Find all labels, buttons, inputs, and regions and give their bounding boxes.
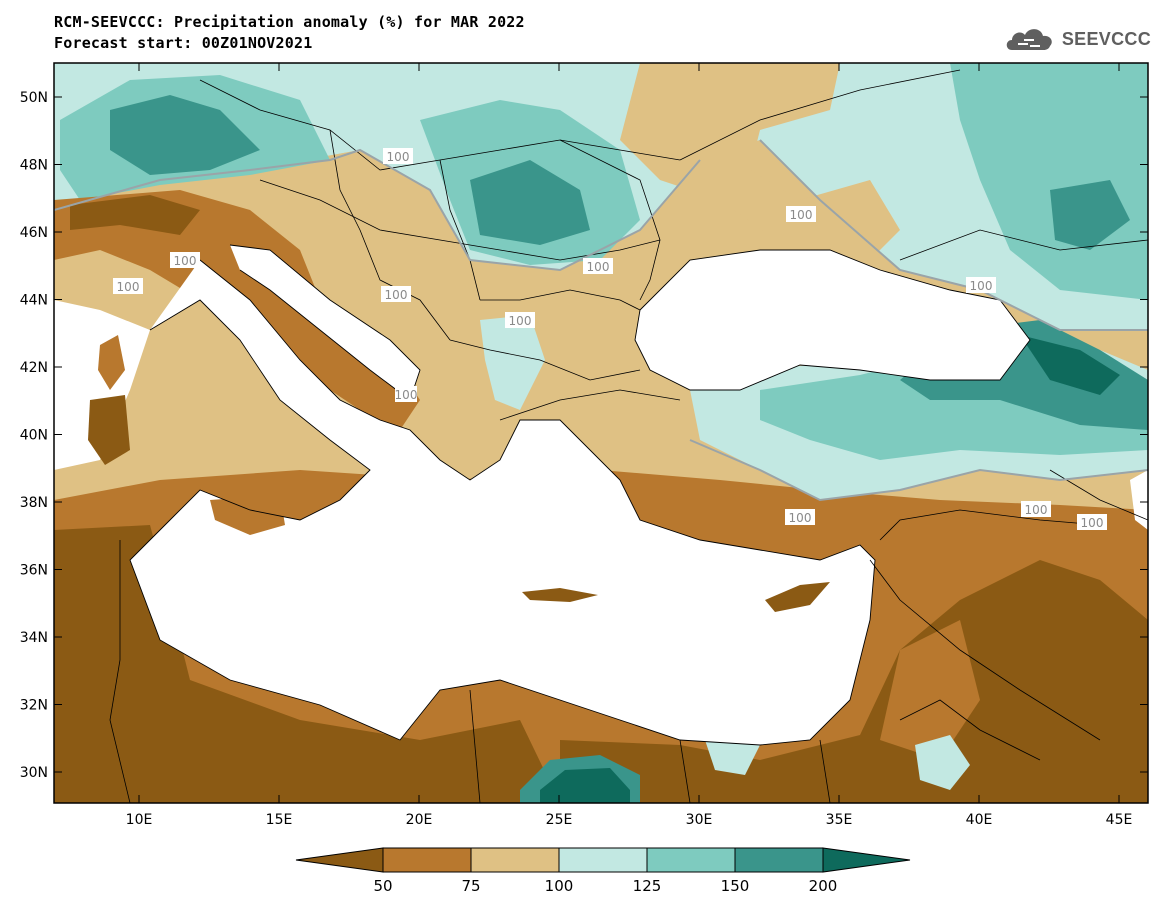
latitude-label: 48N <box>20 158 48 174</box>
latitude-label: 50N <box>20 90 48 106</box>
latitude-label: 36N <box>20 563 48 579</box>
colorbar-label: 125 <box>633 877 662 895</box>
longitude-label: 25E <box>546 812 573 828</box>
crete <box>522 588 598 602</box>
svg-text:100: 100 <box>1081 516 1104 530</box>
map-title: RCM-SEEVCCC: Precipitation anomaly (%) f… <box>54 13 525 31</box>
brand-name: SEEVCCC <box>1061 28 1151 49</box>
corsica <box>98 335 125 390</box>
latitude-label: 38N <box>20 495 48 511</box>
contour-label: 100 <box>785 509 815 525</box>
colorbar-over-arrow <box>822 847 911 873</box>
contour-label: 100 <box>786 206 816 222</box>
cloud-logo-icon <box>1006 29 1052 50</box>
mediterranean-sea-main <box>130 260 875 745</box>
sicily <box>210 495 285 535</box>
colorbar-label: 150 <box>721 877 750 895</box>
colorbar: 50 75 100 125 150 200 <box>295 847 911 895</box>
colorbar-under-arrow <box>295 847 384 873</box>
longitude-label: 45E <box>1106 812 1133 828</box>
colorbar-segment <box>470 847 560 873</box>
contour-label: 100 <box>1021 501 1051 517</box>
adriatic-sea <box>230 245 420 400</box>
contour-labels: 100 100 100 100 100 100 100 100 100 100 … <box>113 148 1107 530</box>
contour-label: 100 <box>583 258 613 274</box>
colorbar-label: 100 <box>545 877 574 895</box>
svg-text:100: 100 <box>174 254 197 268</box>
colorbar-segment <box>382 847 472 873</box>
svg-text:100: 100 <box>970 279 993 293</box>
map-field <box>54 63 1148 803</box>
longitude-label: 35E <box>826 812 853 828</box>
coastlines <box>129 244 1031 746</box>
mediterranean-sea <box>54 300 150 470</box>
svg-text:100: 100 <box>587 260 610 274</box>
colorbar-label: 50 <box>373 877 392 895</box>
svg-text:100: 100 <box>385 288 408 302</box>
forecast-start-label: Forecast start: 00Z01NOV2021 <box>54 34 313 52</box>
contour-label: 100 <box>1077 514 1107 530</box>
latitude-label: 30N <box>20 765 48 781</box>
colorbar-segment <box>646 847 736 873</box>
svg-text:100: 100 <box>387 150 410 164</box>
longitude-label: 30E <box>686 812 713 828</box>
svg-text:100: 100 <box>790 208 813 222</box>
latitude-label: 42N <box>20 360 48 376</box>
contour-label: 100 <box>966 277 996 293</box>
contour-label: 100 <box>113 278 143 294</box>
longitude-label: 40E <box>966 812 993 828</box>
contour-label: 100 <box>381 286 411 302</box>
caspian-edge <box>1130 470 1148 530</box>
svg-text:100: 100 <box>509 314 532 328</box>
country-borders <box>109 69 1148 803</box>
colorbar-segment <box>558 847 648 873</box>
colorbar-label: 75 <box>461 877 480 895</box>
cyprus <box>765 582 830 612</box>
seevccc-logo: SEEVCCC <box>1004 24 1151 54</box>
colorbar-label: 200 <box>809 877 838 895</box>
contour-label: 100 <box>505 312 535 328</box>
latitude-axis: 50N 48N 46N 44N 42N 40N 38N 36N 34N 32N 30N <box>20 90 1148 781</box>
sardinia <box>88 395 130 465</box>
latitude-label: 40N <box>20 428 48 444</box>
contour-label: 100 <box>383 148 413 164</box>
svg-text:100: 100 <box>395 388 418 402</box>
longitude-axis: 10E 15E 20E 25E 30E 35E 40E 45E <box>126 63 1133 828</box>
contour-100-lines <box>54 139 1148 502</box>
svg-text:100: 100 <box>789 511 812 525</box>
latitude-label: 44N <box>20 293 48 309</box>
contour-label: 100 <box>395 386 418 402</box>
longitude-label: 15E <box>266 812 293 828</box>
longitude-label: 20E <box>406 812 433 828</box>
latitude-label: 32N <box>20 698 48 714</box>
latitude-label: 46N <box>20 225 48 241</box>
longitude-label: 10E <box>126 812 153 828</box>
svg-text:100: 100 <box>1025 503 1048 517</box>
map-frame <box>53 62 1149 804</box>
latitude-label: 34N <box>20 630 48 646</box>
colorbar-segment <box>734 847 824 873</box>
contour-label: 100 <box>170 252 200 268</box>
svg-text:100: 100 <box>117 280 140 294</box>
